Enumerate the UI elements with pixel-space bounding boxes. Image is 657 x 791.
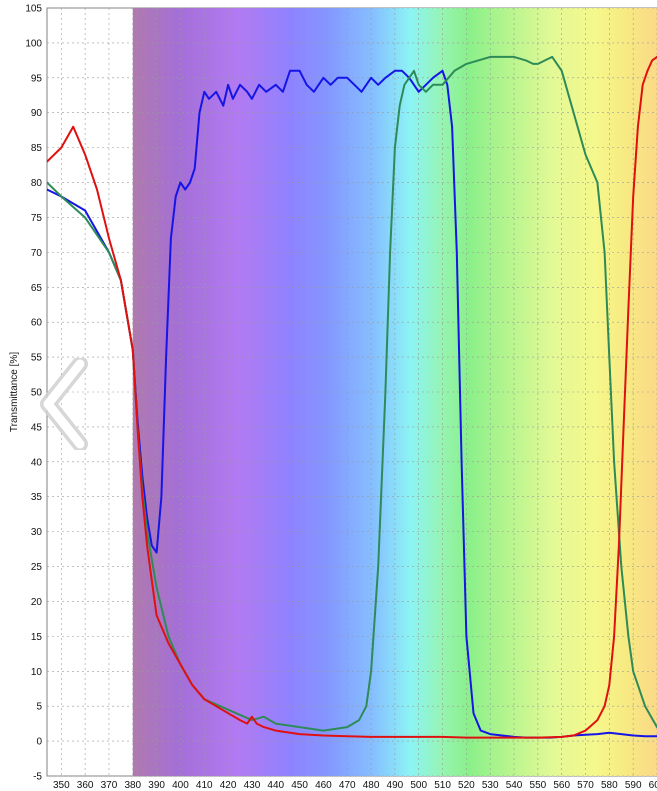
y-tick-label: 45 bbox=[31, 422, 43, 433]
y-tick-label: 60 bbox=[31, 318, 43, 329]
x-tick-label: 570 bbox=[577, 780, 594, 791]
x-tick-label: 500 bbox=[410, 780, 427, 791]
x-tick-label: 460 bbox=[315, 780, 332, 791]
x-tick-label: 440 bbox=[267, 780, 284, 791]
y-tick-label: 95 bbox=[31, 73, 43, 84]
y-tick-label: 20 bbox=[31, 597, 43, 608]
y-tick-label: 70 bbox=[31, 248, 43, 259]
x-tick-label: 520 bbox=[458, 780, 475, 791]
x-tick-label: 410 bbox=[196, 780, 213, 791]
y-tick-label: 50 bbox=[31, 388, 43, 399]
x-tick-label: 550 bbox=[530, 780, 547, 791]
y-tick-label: 55 bbox=[31, 353, 43, 364]
x-tick-label: 530 bbox=[482, 780, 499, 791]
y-tick-label: 10 bbox=[31, 667, 43, 678]
y-tick-label: 25 bbox=[31, 562, 43, 573]
x-tick-label: 560 bbox=[553, 780, 570, 791]
series-line-1 bbox=[47, 69, 657, 739]
x-tick-label: 430 bbox=[244, 780, 261, 791]
x-tick-label: 540 bbox=[506, 780, 523, 791]
y-tick-label: 35 bbox=[31, 492, 43, 503]
x-tick-label: 490 bbox=[387, 780, 404, 791]
previous-arrow-icon[interactable] bbox=[38, 358, 90, 450]
y-tick-label: 40 bbox=[31, 457, 43, 468]
x-tick-label: 420 bbox=[220, 780, 237, 791]
y-tick-label: 100 bbox=[25, 38, 42, 49]
y-axis-tick-labels: -5 0 5 10 15 20 25 30 35 40 45 50 55 60 65 70 75 80 85 90 95… bbox=[25, 4, 42, 783]
series-line-2 bbox=[47, 55, 657, 732]
y-tick-label: 0 bbox=[36, 737, 42, 748]
y-tick-label: 85 bbox=[31, 143, 43, 154]
x-tick-label: 450 bbox=[291, 780, 308, 791]
x-tick-label: 350 bbox=[53, 780, 70, 791]
x-tick-label: 360 bbox=[77, 780, 94, 791]
x-axis-tick-labels: 350 360 370 380 390 400 410 420 430 440 450 460 470 4… bbox=[53, 780, 657, 791]
x-tick-label: 590 bbox=[625, 780, 642, 791]
x-tick-label: 370 bbox=[101, 780, 118, 791]
y-tick-label: 15 bbox=[31, 632, 43, 643]
x-tick-label: 400 bbox=[172, 780, 189, 791]
x-tick-label: 380 bbox=[124, 780, 141, 791]
y-axis-title: Transmittance [%] bbox=[9, 352, 20, 432]
x-tick-label: 510 bbox=[434, 780, 451, 791]
y-tick-label: 105 bbox=[25, 4, 42, 15]
y-tick-label: 5 bbox=[36, 702, 42, 713]
y-tick-label: -5 bbox=[33, 772, 42, 783]
x-tick-label: 390 bbox=[148, 780, 165, 791]
grid-lines-x bbox=[60, 8, 657, 776]
grid-lines-y bbox=[47, 7, 657, 777]
x-tick-label: 470 bbox=[339, 780, 356, 791]
x-tick-label: 600 bbox=[649, 780, 657, 791]
y-tick-label: 30 bbox=[31, 527, 43, 538]
series-layer bbox=[47, 55, 657, 739]
y-tick-label: 80 bbox=[31, 178, 43, 189]
x-tick-label: 580 bbox=[601, 780, 618, 791]
y-tick-label: 65 bbox=[31, 283, 43, 294]
series-line-3 bbox=[47, 55, 657, 739]
y-tick-label: 75 bbox=[31, 213, 43, 224]
x-tick-label: 480 bbox=[363, 780, 380, 791]
y-tick-label: 90 bbox=[31, 108, 43, 119]
